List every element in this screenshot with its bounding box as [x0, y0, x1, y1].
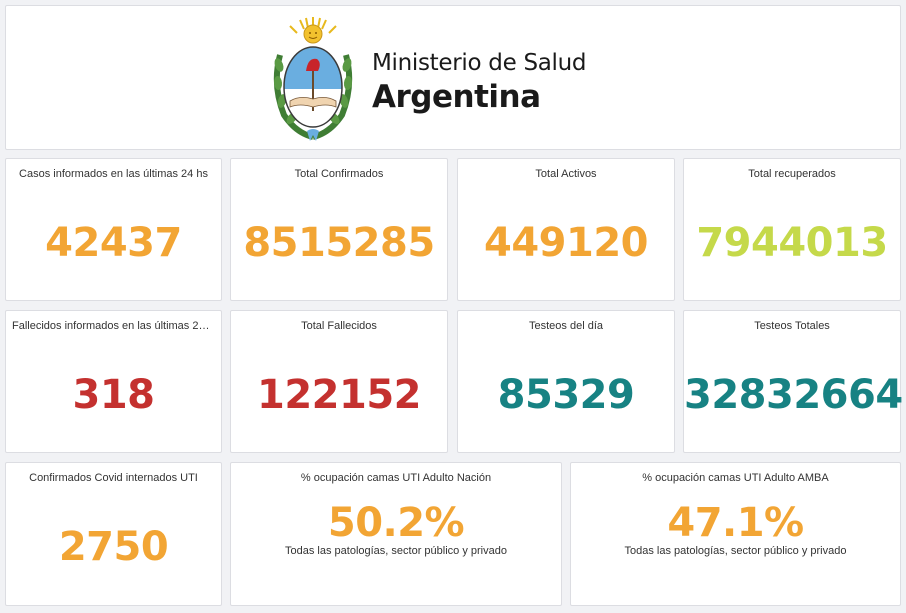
stat-value: 8515285: [243, 220, 435, 266]
ministry-title: Ministerio de Salud: [372, 50, 587, 76]
panel-title: % ocupación camas UTI Adulto AMBA: [642, 472, 829, 484]
panel-total-activos[interactable]: Total Activos 449120: [457, 158, 675, 301]
panel-total-recuperados[interactable]: Total recuperados 7944013: [683, 158, 901, 301]
panel-casos-24h[interactable]: Casos informados en las últimas 24 hs 42…: [5, 158, 222, 301]
panel-title: Casos informados en las últimas 24 hs: [19, 168, 208, 180]
stat-value: 449120: [484, 220, 649, 266]
stat-value: 32832664: [684, 372, 903, 418]
panel-ocupacion-nacion[interactable]: % ocupación camas UTI Adulto Nación 50.2…: [230, 462, 562, 606]
panel-title: Fallecidos informados en las últimas 24 …: [12, 320, 215, 332]
stat-subtitle: Todas las patologías, sector público y p…: [285, 545, 507, 557]
panel-fallecidos-24h[interactable]: Fallecidos informados en las últimas 24 …: [5, 310, 222, 453]
country-title: Argentina: [372, 79, 541, 115]
panel-title: Total Activos: [535, 168, 597, 180]
panel-total-confirmados[interactable]: Total Confirmados 8515285: [230, 158, 448, 301]
panel-testeos-dia[interactable]: Testeos del día 85329: [457, 310, 675, 453]
panel-testeos-totales[interactable]: Testeos Totales 32832664: [683, 310, 903, 453]
stat-value: 85329: [497, 372, 635, 418]
panel-internados-uti[interactable]: Confirmados Covid internados UTI 2750: [5, 462, 222, 606]
stat-subtitle: Todas las patologías, sector público y p…: [624, 545, 847, 557]
panel-title: Total Fallecidos: [301, 320, 377, 332]
stat-value: 2750: [58, 524, 169, 570]
panel-title: Confirmados Covid internados UTI: [29, 472, 198, 484]
panel-ocupacion-amba[interactable]: % ocupación camas UTI Adulto AMBA 47.1% …: [570, 462, 901, 606]
panel-total-fallecidos[interactable]: Total Fallecidos 122152: [230, 310, 448, 453]
stat-value: 42437: [45, 220, 182, 266]
panel-title: Testeos Totales: [754, 320, 830, 332]
panel-title: Total Confirmados: [294, 168, 384, 180]
stat-value: 122152: [257, 372, 422, 418]
panel-title: Testeos del día: [529, 320, 603, 332]
header-panel: [5, 5, 901, 150]
stat-value: 47.1%: [667, 500, 804, 546]
header-title: Ministerio de Salud Argentina: [372, 48, 587, 116]
coat-of-arms-argentina-icon: [270, 15, 356, 148]
panel-title: % ocupación camas UTI Adulto Nación: [300, 472, 492, 484]
panel-title: Total recuperados: [748, 168, 836, 180]
stat-value: 7944013: [696, 220, 888, 266]
stat-value: 318: [72, 372, 156, 418]
stat-value: 50.2%: [327, 500, 465, 546]
